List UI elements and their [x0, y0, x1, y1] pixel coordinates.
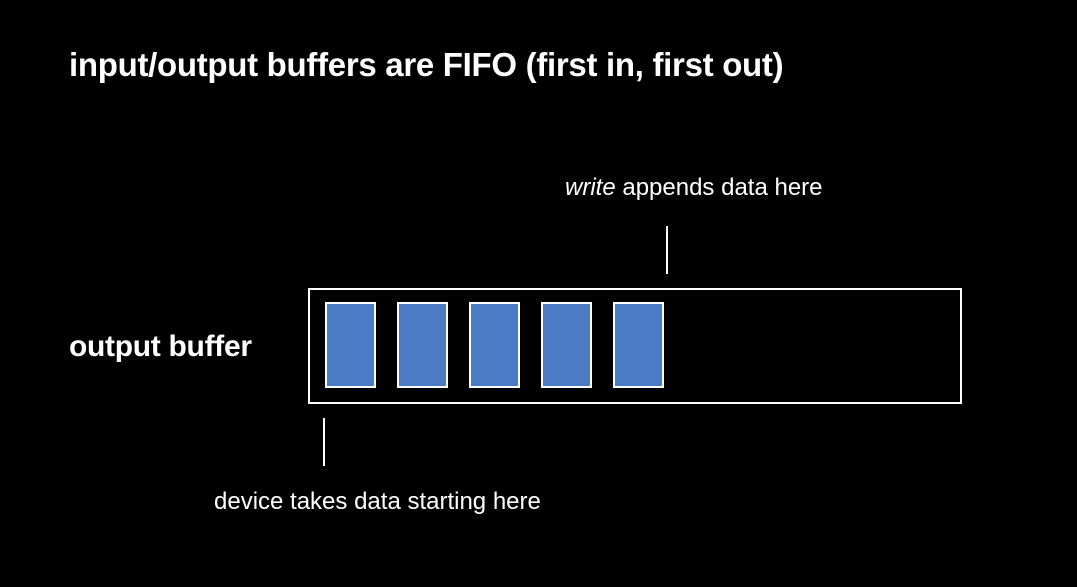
- write-emphasis: write: [565, 174, 616, 201]
- buffer-slot: [325, 302, 376, 388]
- buffer-label: output buffer: [69, 330, 252, 363]
- buffer-slot: [469, 302, 520, 388]
- write-annotation-text: appends data here: [615, 174, 823, 201]
- output-buffer-box: [308, 288, 962, 404]
- write-pointer-line: [666, 226, 668, 274]
- device-pointer-line: [323, 418, 325, 466]
- buffer-slot: [541, 302, 592, 388]
- slide-title: input/output buffers are FIFO (first in,…: [69, 46, 784, 83]
- buffer-slot: [613, 302, 664, 388]
- buffer-slot: [397, 302, 448, 388]
- write-annotation: write appends data here: [565, 174, 823, 202]
- device-annotation: device takes data starting here: [214, 488, 541, 515]
